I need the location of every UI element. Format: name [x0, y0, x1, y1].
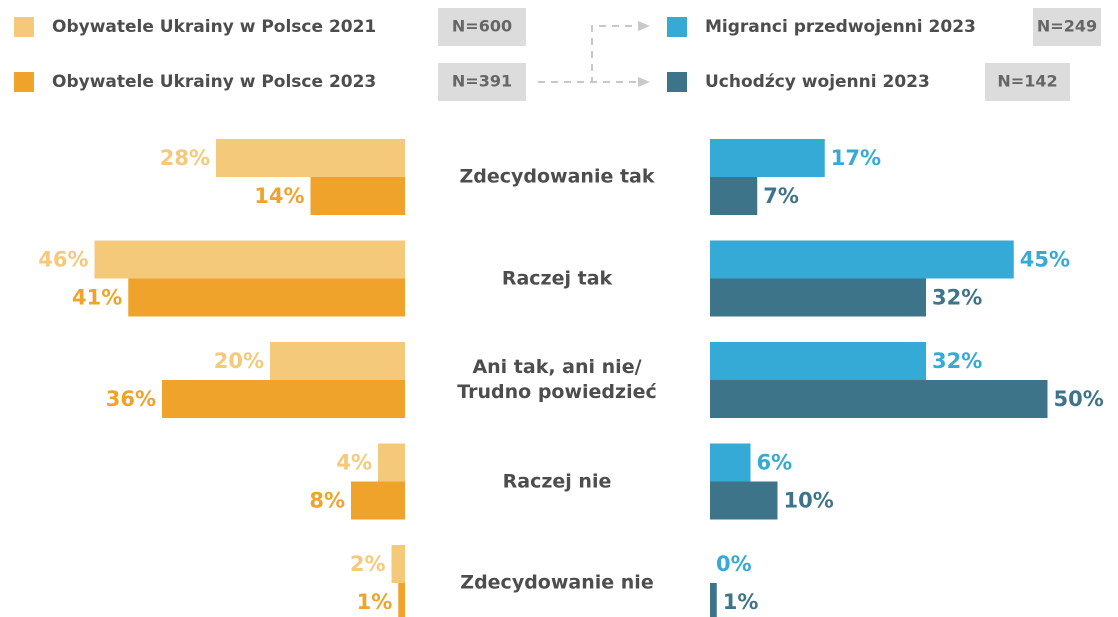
legend-swatch [667, 17, 687, 37]
sample-label: N=142 [997, 72, 1057, 91]
value-label: 14% [254, 184, 304, 208]
bar [216, 139, 405, 177]
sample-box [985, 63, 1070, 101]
legend-label: Obywatele Ukrainy w Polsce 2023 [52, 72, 376, 92]
sample-box [1033, 8, 1101, 46]
sample-box [438, 63, 526, 101]
bar [391, 545, 405, 583]
value-label: 6% [757, 451, 793, 475]
value-label: 41% [72, 286, 122, 310]
value-label: 1% [723, 590, 759, 614]
bar [378, 443, 405, 482]
legend-swatch [667, 72, 687, 92]
legend-label: Obywatele Ukrainy w Polsce 2021 [52, 17, 376, 37]
value-label: 50% [1054, 387, 1104, 411]
bar [162, 380, 405, 418]
value-label: 10% [784, 489, 834, 513]
value-label: 28% [160, 146, 210, 170]
value-label: 4% [336, 451, 372, 475]
bar [128, 278, 405, 317]
category-label: Raczej nie [502, 470, 612, 492]
legend-label: Uchodźcy wojenni 2023 [705, 72, 930, 92]
bar [710, 177, 758, 215]
value-label: 2% [350, 552, 386, 576]
bar [310, 177, 405, 215]
bar [710, 380, 1048, 418]
bar [398, 583, 405, 617]
value-label: 46% [38, 248, 88, 272]
bar [710, 583, 717, 617]
bar [94, 240, 405, 279]
legend-label: Migranci przedwojenni 2023 [705, 17, 976, 37]
value-label: 36% [106, 387, 156, 411]
sample-label: N=391 [452, 72, 512, 91]
bar [270, 342, 405, 380]
value-label: 8% [309, 489, 345, 513]
value-label: 7% [763, 184, 799, 208]
bar [710, 278, 926, 317]
value-label: 32% [932, 286, 982, 310]
value-label: 45% [1020, 248, 1070, 272]
arrow-heads [638, 21, 650, 87]
category-label: Zdecydowanie tak [459, 165, 655, 188]
bar [351, 481, 405, 520]
category-label: Ani tak, ani nie/ Trudno powiedzieć [457, 356, 657, 403]
value-label: 0% [716, 552, 752, 576]
bar [710, 240, 1014, 279]
sample-box [438, 8, 526, 46]
value-label: 17% [831, 146, 881, 170]
connector-arrows [538, 25, 640, 83]
value-label: 1% [357, 590, 393, 614]
category-label: Raczej tak [501, 267, 613, 289]
category-label: Zdecydowanie nie [460, 571, 654, 594]
bar [710, 342, 926, 380]
arrow [538, 25, 640, 83]
value-label: 32% [932, 349, 982, 373]
sample-label: N=600 [452, 17, 512, 36]
legend-swatch [14, 17, 34, 37]
bar [710, 443, 751, 482]
bar [710, 481, 778, 520]
legend-swatch [14, 72, 34, 92]
value-label: 20% [214, 349, 264, 373]
bar [710, 139, 825, 177]
sample-label: N=249 [1037, 17, 1097, 36]
